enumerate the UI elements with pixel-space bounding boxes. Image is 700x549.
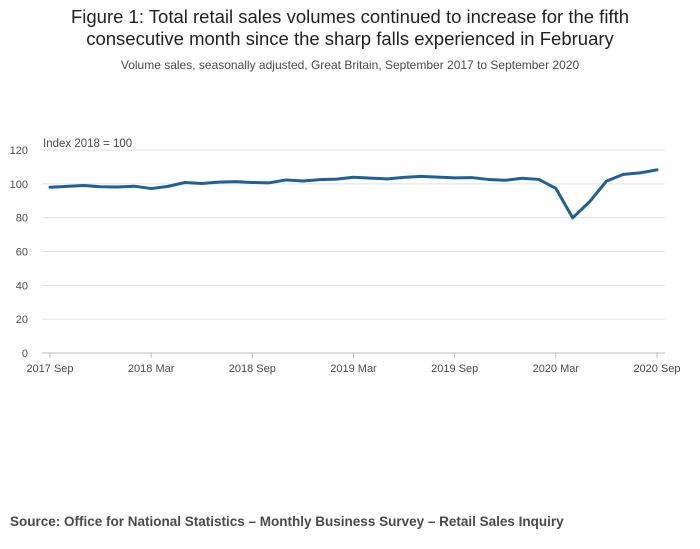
chart-title-line-1: Figure 1: Total retail sales volumes con…	[70, 6, 630, 27]
data-point[interactable]	[352, 175, 356, 179]
y-axis-label: Index 2018 = 100	[43, 138, 132, 150]
x-tick-label: 2018 Mar	[128, 363, 175, 375]
data-point[interactable]	[82, 184, 86, 188]
data-point[interactable]	[537, 177, 541, 181]
data-point[interactable]	[554, 186, 558, 190]
x-tick-label: 2018 Sep	[229, 363, 276, 375]
y-tick-label: 120	[10, 145, 28, 157]
data-point[interactable]	[621, 172, 625, 176]
data-point[interactable]	[132, 184, 136, 188]
gridlines: 0 20 40 60 80 100 120	[10, 145, 665, 360]
data-point[interactable]	[115, 185, 119, 189]
chart-title-line-2: consecutive month since the sharp falls …	[86, 28, 614, 49]
data-point[interactable]	[453, 176, 457, 180]
y-tick-label: 0	[22, 348, 28, 360]
y-tick-label: 100	[10, 179, 28, 191]
data-point[interactable]	[65, 184, 69, 188]
x-tick-label: 2020 Sep	[633, 363, 680, 375]
data-point[interactable]	[470, 176, 474, 180]
data-point[interactable]	[267, 181, 271, 185]
data-point[interactable]	[419, 174, 423, 178]
data-point[interactable]	[486, 177, 490, 181]
y-tick-label: 40	[16, 280, 28, 292]
data-point[interactable]	[571, 216, 575, 220]
source-note: Source: Office for National Statistics –…	[10, 514, 564, 529]
y-tick-label: 60	[16, 247, 28, 259]
x-tick-label: 2020 Mar	[533, 363, 580, 375]
data-point[interactable]	[402, 175, 406, 179]
x-tick-label: 2019 Sep	[431, 363, 478, 375]
data-point[interactable]	[588, 200, 592, 204]
data-point[interactable]	[368, 176, 372, 180]
data-point[interactable]	[149, 187, 153, 191]
y-tick-label: 20	[16, 314, 28, 326]
x-tick-label: 2019 Mar	[330, 363, 377, 375]
data-point[interactable]	[217, 180, 221, 184]
data-point[interactable]	[301, 179, 305, 183]
data-point[interactable]	[233, 180, 237, 184]
data-point[interactable]	[284, 178, 288, 182]
data-point[interactable]	[436, 175, 440, 179]
data-point[interactable]	[318, 178, 322, 182]
data-point[interactable]	[385, 177, 389, 181]
x-axis: 2017 Sep 2018 Mar 2018 Sep 2019 Mar 2019 Sep…	[26, 352, 681, 375]
data-point[interactable]	[335, 177, 339, 181]
data-point[interactable]	[604, 179, 608, 183]
data-point[interactable]	[99, 185, 103, 189]
series-line	[48, 168, 659, 220]
data-point[interactable]	[655, 168, 659, 172]
data-point[interactable]	[638, 171, 642, 175]
y-tick-label: 80	[16, 213, 28, 225]
data-point[interactable]	[166, 184, 170, 188]
chart-title: Figure 1: Total retail sales volumes con…	[0, 6, 700, 50]
data-point[interactable]	[200, 181, 204, 185]
data-point[interactable]	[503, 178, 507, 182]
series-layer	[48, 168, 659, 220]
data-point[interactable]	[250, 180, 254, 184]
data-point[interactable]	[48, 185, 52, 189]
x-tick-label: 2017 Sep	[26, 363, 73, 375]
data-point[interactable]	[183, 180, 187, 184]
data-point[interactable]	[520, 176, 524, 180]
chart-subtitle: Volume sales, seasonally adjusted, Great…	[120, 58, 580, 72]
